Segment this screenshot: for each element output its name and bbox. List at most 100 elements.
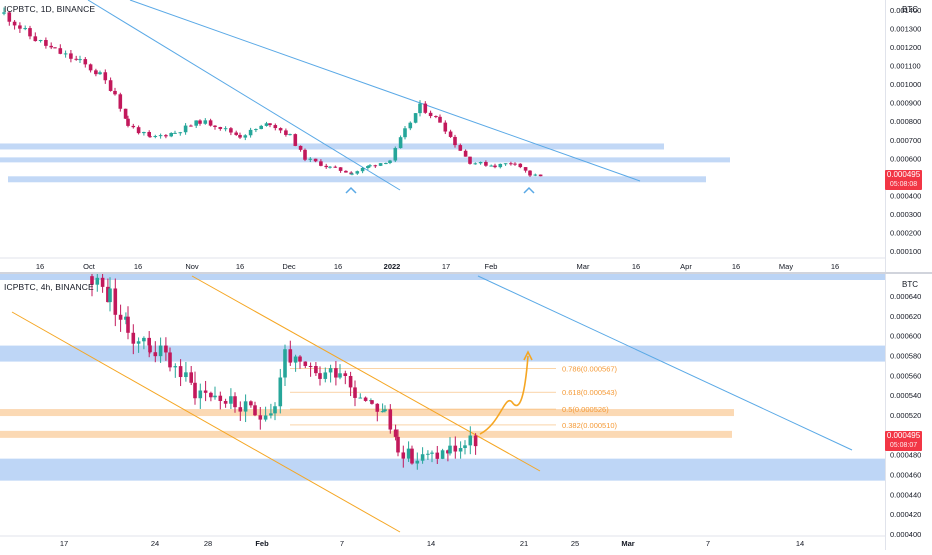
- price-axis-border: [885, 274, 886, 550]
- 4h-projection-path: [479, 355, 529, 435]
- 4h-candle: [131, 332, 136, 344]
- 4h-candle: [303, 361, 308, 366]
- price-axis-border: [885, 0, 886, 272]
- 4h-candle: [435, 452, 440, 459]
- daily-candle: [349, 172, 353, 175]
- daily-candle: [7, 12, 12, 22]
- daily-price-tick: 0.000700: [890, 136, 921, 145]
- daily-candle: [273, 125, 278, 129]
- daily-mid-zone: [0, 157, 730, 163]
- daily-price-tick: 0.001400: [890, 6, 921, 15]
- 4h-date-tick: 24: [151, 539, 159, 548]
- daily-unit-label: BTC: [902, 5, 918, 14]
- daily-candle: [489, 165, 493, 167]
- 4h-price-tick: 0.000580: [890, 352, 921, 361]
- 4h-candle: [253, 405, 257, 416]
- daily-price-tick: 0.000800: [890, 117, 921, 126]
- daily-candle: [238, 134, 242, 138]
- 4h-chart-title: ICPBTC, 4h, BINANCE: [4, 282, 94, 292]
- daily-price-tick: 0.000400: [890, 191, 921, 200]
- daily-candle: [478, 162, 483, 164]
- daily-price-tick: 0.000200: [890, 228, 921, 237]
- 4h-candle: [363, 397, 368, 401]
- 4h-last-price: 0.000495: [886, 431, 921, 440]
- daily-candle: [378, 163, 383, 166]
- pane-divider[interactable]: [0, 272, 932, 274]
- 4h-candle: [353, 387, 357, 398]
- daily-candle: [538, 174, 543, 177]
- 4h-orange-zone-upper: [0, 409, 734, 417]
- daily-candle: [131, 125, 136, 128]
- daily-date-tick: 16: [831, 262, 839, 271]
- 4h-candle: [314, 366, 318, 374]
- 4h-resistance-zone: [0, 345, 885, 362]
- 4h-candle: [453, 445, 458, 452]
- daily-candle: [248, 129, 253, 136]
- 4h-candle: [338, 373, 342, 378]
- 4h-candle: [396, 436, 400, 453]
- daily-date-tick: Mar: [577, 262, 590, 271]
- 4h-candle: [203, 390, 208, 393]
- 4h-candle: [106, 286, 110, 303]
- daily-candle: [178, 132, 183, 134]
- daily-candle: [223, 128, 228, 130]
- 4h-date-tick: 17: [60, 539, 68, 548]
- 4h-candle: [388, 409, 393, 430]
- daily-candle: [319, 161, 323, 166]
- 4h-trendline: [477, 275, 853, 451]
- 4h-candle: [243, 401, 248, 412]
- 4h-candle: [288, 349, 293, 363]
- daily-price-tick: 0.000900: [890, 99, 921, 108]
- daily-candle: [473, 163, 478, 165]
- 4h-candle: [168, 352, 172, 368]
- 4h-candle: [90, 276, 94, 285]
- daily-candle: [142, 131, 146, 134]
- daily-candle: [403, 128, 407, 138]
- daily-candle: [448, 131, 453, 137]
- 4h-date-tick: Mar: [621, 539, 634, 548]
- daily-candle: [328, 166, 332, 168]
- daily-date-tick: 16: [732, 262, 740, 271]
- 4h-candle: [249, 401, 253, 406]
- 4h-fib-label: 0.786(0.000567): [562, 364, 618, 373]
- daily-candle: [408, 122, 413, 129]
- daily-candle: [503, 163, 508, 165]
- 4h-candle: [258, 415, 263, 420]
- daily-date-tick: 2022: [384, 262, 401, 271]
- 4h-price-tick: 0.000560: [890, 371, 921, 380]
- daily-candle: [213, 125, 217, 128]
- 4h-chart-pane[interactable]: 0.786(0.000567) 0.618(0.000543) 0.5(0.0005…: [0, 263, 932, 550]
- 4h-top-zone: [0, 274, 885, 280]
- daily-date-tick: 16: [134, 262, 142, 271]
- daily-candle: [208, 120, 213, 126]
- 4h-candle: [229, 396, 233, 404]
- 4h-price-tick: 0.000460: [890, 471, 921, 480]
- daily-candle: [169, 132, 173, 137]
- daily-candle: [12, 21, 17, 26]
- 4h-price-tick: 0.000640: [890, 292, 921, 301]
- daily-candle: [164, 135, 168, 137]
- 4h-projection-arrow: [523, 350, 533, 361]
- daily-candle: [83, 59, 88, 65]
- daily-trendline-steep: [87, 0, 401, 191]
- 4h-candle: [283, 349, 287, 378]
- daily-candle: [234, 132, 238, 135]
- 4h-candle: [233, 396, 237, 408]
- 4h-price-tick: 0.000600: [890, 332, 921, 341]
- daily-candle: [136, 127, 141, 134]
- daily-chart-pane[interactable]: 0.001400 0.001300 0.001200 0.001100 0.001000…: [0, 0, 932, 272]
- daily-candle: [94, 70, 98, 75]
- daily-support-zone: [8, 176, 706, 183]
- 4h-candle: [118, 314, 123, 320]
- 4h-candle: [415, 460, 420, 464]
- 4h-chart-canvas[interactable]: 0.786(0.000567) 0.618(0.000543) 0.5(0.0005…: [0, 263, 932, 550]
- daily-candle: [126, 118, 130, 126]
- daily-candle: [108, 80, 113, 91]
- daily-chart-canvas[interactable]: 0.001400 0.001300 0.001200 0.001100 0.001000…: [0, 0, 932, 272]
- daily-date-tick: May: [779, 262, 793, 271]
- 4h-candle: [410, 448, 414, 464]
- daily-candle: [313, 158, 318, 162]
- 4h-candle: [95, 277, 100, 285]
- daily-candle: [443, 122, 448, 132]
- daily-candle: [153, 136, 158, 138]
